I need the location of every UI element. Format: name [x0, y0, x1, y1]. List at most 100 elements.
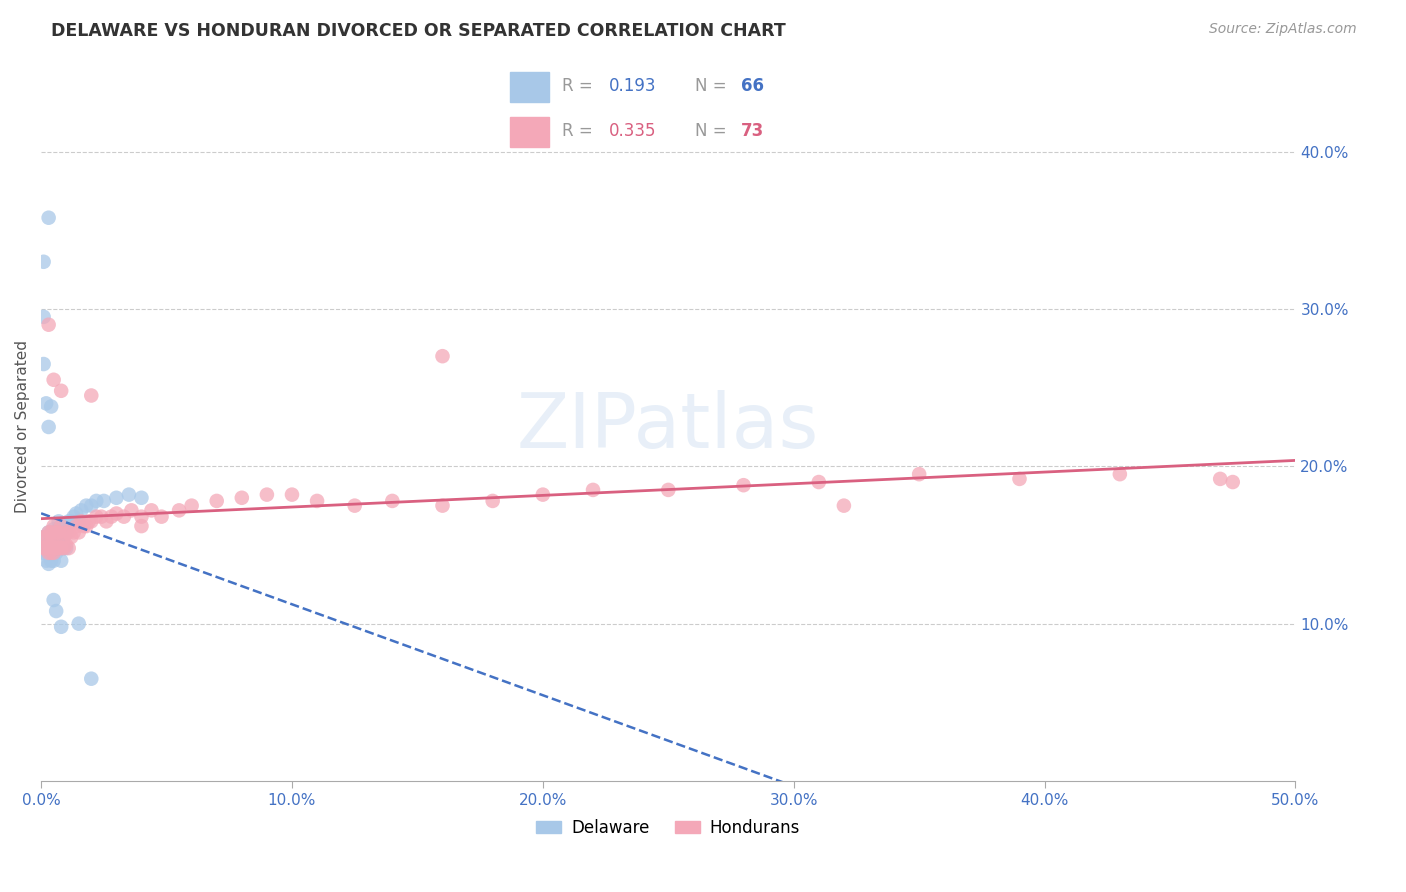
Text: 0.335: 0.335	[609, 122, 657, 140]
Point	[52, 519, 75, 533]
Point	[70, 514, 93, 528]
Point	[96, 514, 118, 528]
Point	[42, 534, 65, 549]
Point	[60, 514, 83, 528]
Point	[120, 503, 142, 517]
Point	[52, 530, 75, 544]
Point	[432, 349, 454, 363]
Point	[38, 530, 60, 544]
Point	[48, 525, 70, 540]
Text: Source: ZipAtlas.com: Source: ZipAtlas.com	[1209, 22, 1357, 37]
Point	[42, 546, 65, 560]
Point	[39, 525, 62, 540]
Point	[67, 514, 90, 528]
Y-axis label: Divorced or Separated: Divorced or Separated	[15, 341, 30, 514]
Point	[35, 396, 58, 410]
Point	[38, 420, 60, 434]
Point	[48, 530, 70, 544]
Point	[42, 538, 65, 552]
Point	[39, 546, 62, 560]
Point	[45, 530, 67, 544]
Point	[77, 514, 100, 528]
Point	[1008, 472, 1031, 486]
Point	[65, 507, 87, 521]
Point	[38, 525, 60, 540]
Point	[45, 530, 67, 544]
Point	[51, 530, 73, 544]
Point	[105, 507, 128, 521]
Point	[38, 541, 60, 555]
Point	[84, 494, 107, 508]
Point	[38, 525, 60, 540]
Point	[55, 541, 77, 555]
Point	[62, 509, 84, 524]
Point	[45, 525, 67, 540]
Point	[131, 509, 153, 524]
Point	[52, 541, 75, 555]
Point	[205, 494, 228, 508]
Point	[67, 525, 90, 540]
Text: N =: N =	[695, 122, 731, 140]
Text: 66: 66	[741, 78, 763, 95]
Text: N =: N =	[695, 78, 731, 95]
Point	[141, 503, 163, 517]
Point	[75, 499, 97, 513]
Point	[67, 616, 90, 631]
Point	[32, 546, 55, 560]
Point	[42, 530, 65, 544]
Point	[62, 525, 84, 540]
Point	[51, 554, 73, 568]
Point	[100, 509, 122, 524]
Point	[60, 530, 83, 544]
Point	[38, 318, 60, 332]
Point	[38, 538, 60, 552]
Point	[807, 475, 830, 489]
Point	[55, 538, 77, 552]
Point	[35, 541, 58, 555]
Point	[167, 503, 190, 517]
Point	[35, 530, 58, 544]
Point	[48, 541, 70, 555]
Legend: Delaware, Hondurans: Delaware, Hondurans	[530, 812, 807, 844]
Point	[73, 519, 96, 533]
Point	[55, 525, 77, 540]
Point	[51, 620, 73, 634]
Text: DELAWARE VS HONDURAN DIVORCED OR SEPARATED CORRELATION CHART: DELAWARE VS HONDURAN DIVORCED OR SEPARAT…	[51, 22, 786, 40]
Point	[58, 514, 80, 528]
Point	[42, 522, 65, 536]
Point	[1222, 475, 1244, 489]
Point	[131, 491, 153, 505]
Point	[231, 491, 253, 505]
Point	[39, 534, 62, 549]
Point	[105, 491, 128, 505]
Point	[657, 483, 679, 497]
Point	[42, 519, 65, 533]
Point	[118, 488, 141, 502]
Point	[32, 254, 55, 268]
Text: 73: 73	[741, 122, 765, 140]
Point	[733, 478, 755, 492]
Point	[65, 519, 87, 533]
Point	[52, 541, 75, 555]
Point	[48, 541, 70, 555]
Point	[38, 211, 60, 225]
Point	[1108, 467, 1130, 482]
Point	[39, 400, 62, 414]
Point	[39, 541, 62, 555]
Point	[35, 530, 58, 544]
Bar	[510, 72, 550, 102]
Point	[343, 499, 366, 513]
Point	[80, 388, 103, 402]
Text: ZIPatlas: ZIPatlas	[517, 390, 820, 464]
Point	[39, 538, 62, 552]
Point	[45, 525, 67, 540]
Point	[48, 525, 70, 540]
Point	[38, 546, 60, 560]
Point	[32, 530, 55, 544]
Bar	[510, 117, 550, 147]
Point	[42, 554, 65, 568]
Point	[51, 519, 73, 533]
Point	[35, 554, 58, 568]
Point	[35, 541, 58, 555]
Point	[45, 541, 67, 555]
